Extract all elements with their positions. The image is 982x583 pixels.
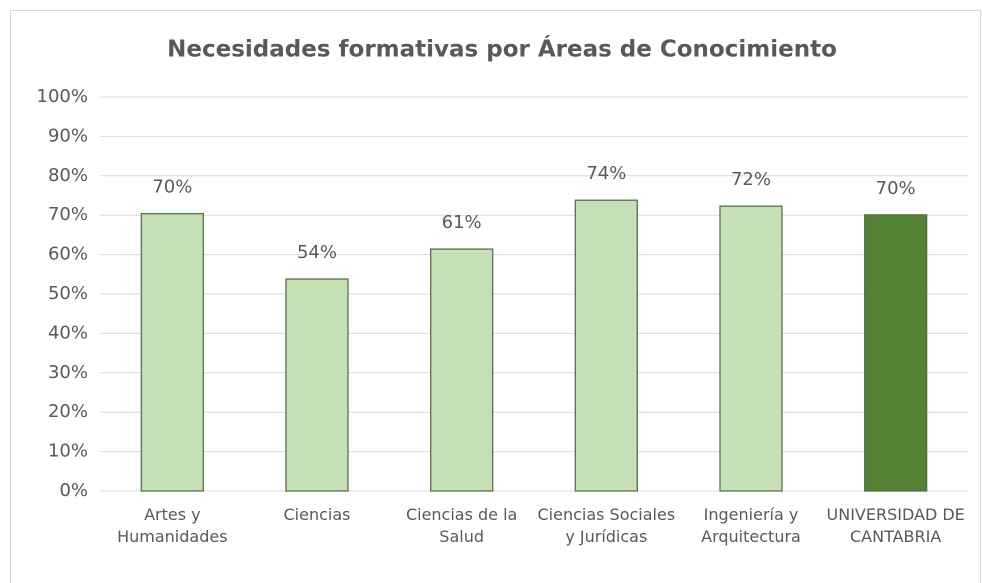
y-tick-label: 60% (48, 244, 88, 265)
x-tick-label: Ciencias (283, 505, 351, 524)
x-tick-label: Ciencias Sociales y Jurídicas (537, 505, 676, 546)
chart-title: Necesidades formativas por Áreas de Cono… (167, 35, 837, 63)
bar (285, 278, 349, 492)
y-tick-label: 70% (48, 204, 88, 225)
bar (140, 212, 204, 492)
bar (719, 205, 783, 492)
y-tick-label: 20% (48, 401, 88, 422)
y-tick-label: 50% (48, 283, 88, 304)
x-tick-label: Ciencias de la Salud (405, 505, 518, 546)
y-tick-label: 10% (48, 441, 88, 462)
y-tick-label: 30% (48, 362, 88, 383)
x-tick-label: Ingeniería y Arquitectura (701, 505, 801, 546)
bar (430, 248, 494, 492)
data-label: 70% (152, 177, 192, 198)
data-label: 74% (586, 163, 626, 184)
y-tick-label: 100% (37, 86, 88, 107)
y-tick-label: 0% (59, 480, 88, 501)
y-tick-label: 90% (48, 125, 88, 146)
data-label: 72% (731, 169, 771, 190)
data-label: 70% (876, 178, 916, 199)
bar (864, 214, 928, 492)
y-tick-label: 80% (48, 165, 88, 186)
x-tick-label: UNIVERSIDAD DE CANTABRIA (826, 505, 965, 546)
data-label: 61% (442, 212, 482, 233)
x-tick-label: Artes y Humanidades (117, 505, 228, 546)
y-tick-label: 40% (48, 322, 88, 343)
data-label: 54% (297, 242, 337, 263)
bar (574, 199, 638, 492)
